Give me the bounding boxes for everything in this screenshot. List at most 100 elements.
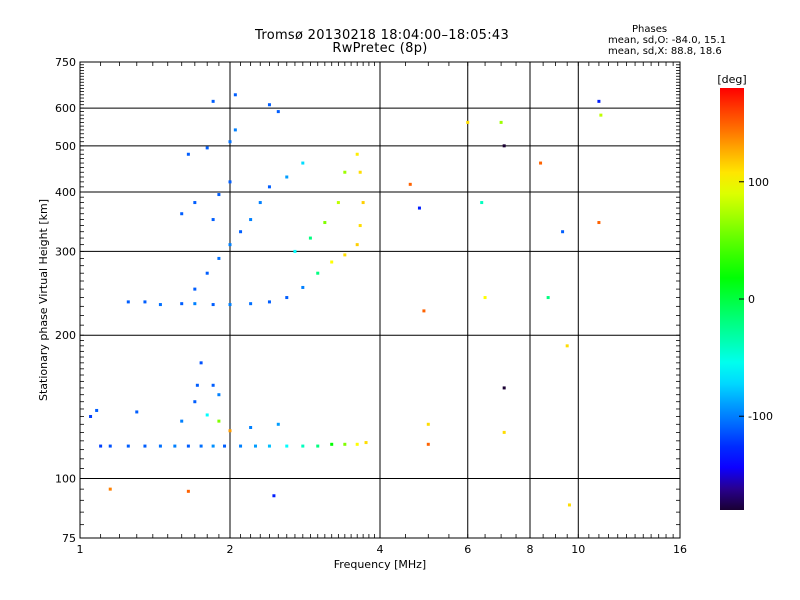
- data-point: [539, 161, 543, 165]
- data-point: [301, 285, 305, 289]
- data-point: [308, 236, 312, 240]
- data-point: [211, 383, 215, 387]
- data-point: [597, 221, 601, 225]
- data-point: [228, 243, 232, 247]
- data-point: [499, 120, 503, 124]
- data-point: [426, 442, 430, 446]
- x-tick-label: 1: [77, 543, 84, 556]
- data-point: [108, 444, 112, 448]
- data-point: [95, 408, 99, 412]
- data-point: [546, 296, 550, 300]
- data-point: [253, 444, 257, 448]
- data-point: [199, 361, 203, 365]
- data-point: [343, 170, 347, 174]
- x-tick-label: 16: [673, 543, 687, 556]
- stats-title: Phases: [632, 24, 668, 35]
- data-point: [258, 201, 262, 205]
- data-point: [217, 193, 221, 197]
- data-point: [358, 224, 362, 228]
- y-tick-label: 750: [55, 56, 76, 69]
- y-tick-label: 400: [55, 186, 76, 199]
- data-point: [205, 413, 209, 417]
- data-point: [233, 128, 237, 132]
- stats-x-mode: mean, sd,X: 88.8, 18.6: [608, 46, 722, 57]
- data-point: [330, 442, 334, 446]
- data-point: [301, 444, 305, 448]
- data-point: [267, 103, 271, 107]
- data-point: [293, 249, 297, 253]
- data-point: [355, 442, 359, 446]
- data-point: [417, 206, 421, 210]
- data-point: [211, 303, 215, 307]
- data-point: [217, 256, 221, 260]
- data-point: [199, 444, 203, 448]
- x-tick-label: 10: [571, 543, 585, 556]
- data-point: [336, 201, 340, 205]
- data-point: [193, 400, 197, 404]
- data-point: [217, 419, 221, 423]
- data-point: [195, 383, 199, 387]
- data-point: [193, 302, 197, 306]
- data-point: [343, 442, 347, 446]
- data-point: [599, 113, 603, 117]
- colorbar-tick-label: 0: [748, 293, 755, 306]
- data-point: [211, 99, 215, 103]
- data-point: [422, 309, 426, 313]
- data-point: [126, 444, 130, 448]
- x-tick-label: 2: [227, 543, 234, 556]
- data-point: [108, 487, 112, 491]
- y-tick-label: 75: [62, 532, 76, 545]
- data-point: [143, 300, 147, 304]
- data-point: [330, 260, 334, 264]
- data-point: [285, 175, 289, 179]
- data-point: [205, 271, 209, 275]
- data-point: [180, 302, 184, 306]
- data-point: [408, 182, 412, 186]
- data-point: [502, 144, 506, 148]
- data-point: [180, 419, 184, 423]
- data-point: [361, 201, 365, 205]
- data-point: [276, 110, 280, 114]
- data-point: [186, 489, 190, 493]
- data-point: [567, 503, 571, 507]
- data-point: [364, 441, 368, 445]
- y-tick-label: 100: [55, 473, 76, 486]
- data-point: [285, 444, 289, 448]
- x-tick-label: 8: [527, 543, 534, 556]
- data-point: [205, 146, 209, 150]
- data-point: [228, 180, 232, 184]
- data-point: [466, 120, 470, 124]
- y-tick-label: 300: [55, 245, 76, 258]
- data-point: [228, 303, 232, 307]
- data-point: [211, 444, 215, 448]
- data-point: [316, 444, 320, 448]
- colorbar-label: [deg]: [717, 73, 746, 86]
- data-point: [228, 429, 232, 433]
- data-point: [267, 444, 271, 448]
- data-point: [267, 185, 271, 189]
- chart-subtitle: RwPretec (8p): [332, 41, 428, 56]
- data-point: [483, 296, 487, 300]
- y-tick-label: 600: [55, 102, 76, 115]
- data-point: [249, 425, 253, 429]
- data-point: [502, 386, 506, 390]
- x-tick-label: 6: [464, 543, 471, 556]
- data-point: [186, 152, 190, 156]
- data-point: [89, 414, 93, 418]
- data-point: [135, 410, 139, 414]
- data-point: [126, 300, 130, 304]
- data-point: [158, 444, 162, 448]
- data-point: [158, 303, 162, 307]
- data-point: [217, 393, 221, 397]
- data-point: [249, 218, 253, 222]
- data-point: [239, 230, 243, 234]
- x-axis-label: Frequency [MHz]: [334, 558, 426, 571]
- data-point: [502, 430, 506, 434]
- data-point: [186, 444, 190, 448]
- colorbar-tick-label: 100: [748, 176, 769, 189]
- data-point: [565, 344, 569, 348]
- data-point: [597, 99, 601, 103]
- data-point: [426, 422, 430, 426]
- x-tick-label: 4: [377, 543, 384, 556]
